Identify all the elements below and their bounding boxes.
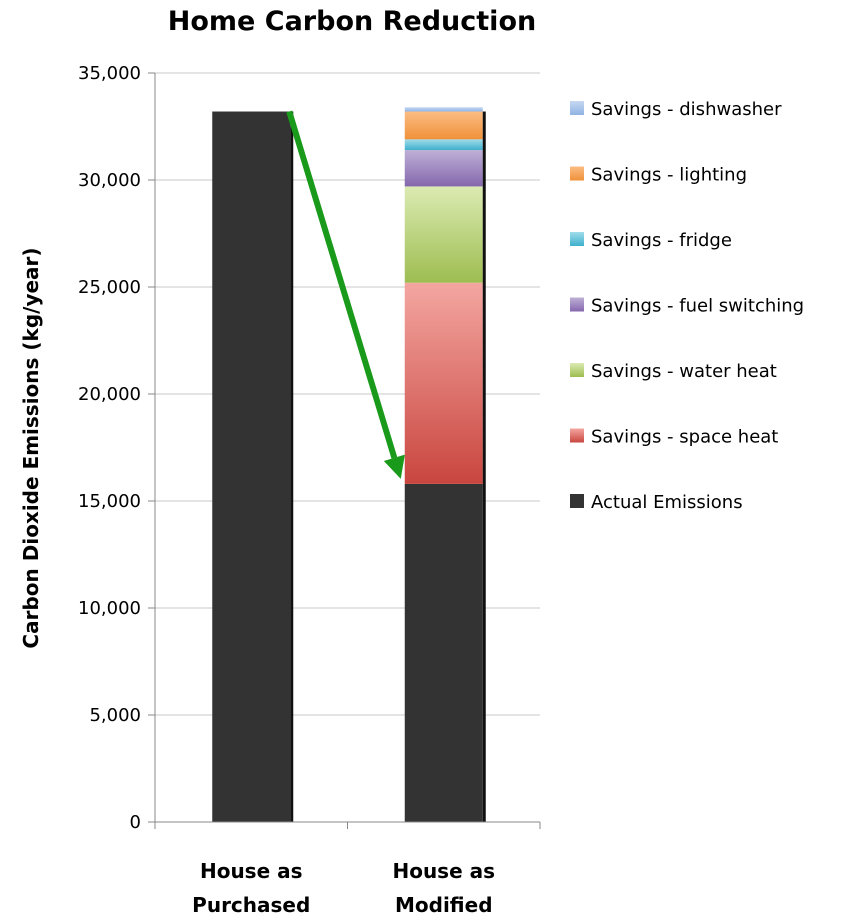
legend-swatch [570, 297, 584, 312]
y-tick-label: 0 [130, 812, 141, 833]
y-tick-label: 30,000 [78, 170, 141, 191]
legend-item: Savings - space heat [570, 427, 778, 448]
y-axis-ticks: 0 5,000 10,000 15,000 20,000 25,000 30,000 35,0… [78, 63, 155, 833]
legend-item: Savings - water heat [570, 361, 777, 382]
legend-item: Savings - lighting [570, 165, 747, 186]
legend-label: Savings - lighting [591, 165, 747, 186]
legend-label: Savings - fuel switching [591, 296, 804, 317]
y-tick-label: 10,000 [78, 598, 141, 619]
axes [154, 73, 541, 829]
trend-arrow [286, 110, 405, 479]
bar-segment-savings-lighting [404, 111, 483, 140]
bar-segment-savings-dishwasher [404, 107, 483, 112]
x-category-label: House as Modified [392, 859, 495, 917]
legend-label: Savings - fridge [591, 230, 732, 251]
legend-item: Savings - dishwasher [570, 99, 782, 120]
y-axis-label: Carbon Dioxide Emissions (kg/year) [19, 247, 43, 648]
bar-shadow [290, 111, 294, 822]
bar-shadow [482, 111, 486, 822]
bar-segment-savings-fridge [404, 139, 483, 151]
legend-item: Savings - fuel switching [570, 296, 804, 317]
bars [212, 107, 486, 822]
y-tick-label: 35,000 [78, 63, 141, 84]
legend-item: Savings - fridge [570, 230, 732, 251]
bar-segment-actual-emissions [212, 111, 291, 822]
legend-swatch [570, 232, 584, 246]
legend-swatch [570, 494, 584, 508]
x-category-label: House as Purchased [192, 859, 310, 917]
legend-label: Savings - water heat [591, 361, 777, 382]
legend-swatch [570, 101, 584, 115]
bar-segment-savings-water-heat [404, 186, 483, 283]
y-tick-label: 25,000 [78, 277, 141, 298]
chart-title: Home Carbon Reduction [168, 6, 536, 37]
y-tick-label: 20,000 [78, 384, 141, 405]
legend-swatch [570, 166, 584, 181]
legend-swatch [570, 363, 584, 377]
y-tick-label: 15,000 [78, 491, 141, 512]
bar-segment-savings-fuel-switching [404, 150, 483, 187]
legend-label: Savings - dishwasher [591, 99, 782, 120]
legend-swatch [570, 428, 584, 443]
legend: Savings - dishwasher Savings - lighting Sa… [570, 99, 804, 513]
y-tick-label: 5,000 [89, 705, 141, 726]
legend-label: Actual Emissions [591, 492, 743, 513]
arrow-shaft [286, 110, 398, 459]
legend-label: Savings - space heat [591, 427, 778, 448]
legend-item: Actual Emissions [570, 492, 743, 513]
bar-segment-actual-emissions [404, 483, 483, 822]
arrow-head-icon [383, 454, 405, 479]
x-axis-categories: House as Purchased House as Modified [192, 859, 495, 917]
bar-segment-savings-space-heat [404, 282, 483, 484]
